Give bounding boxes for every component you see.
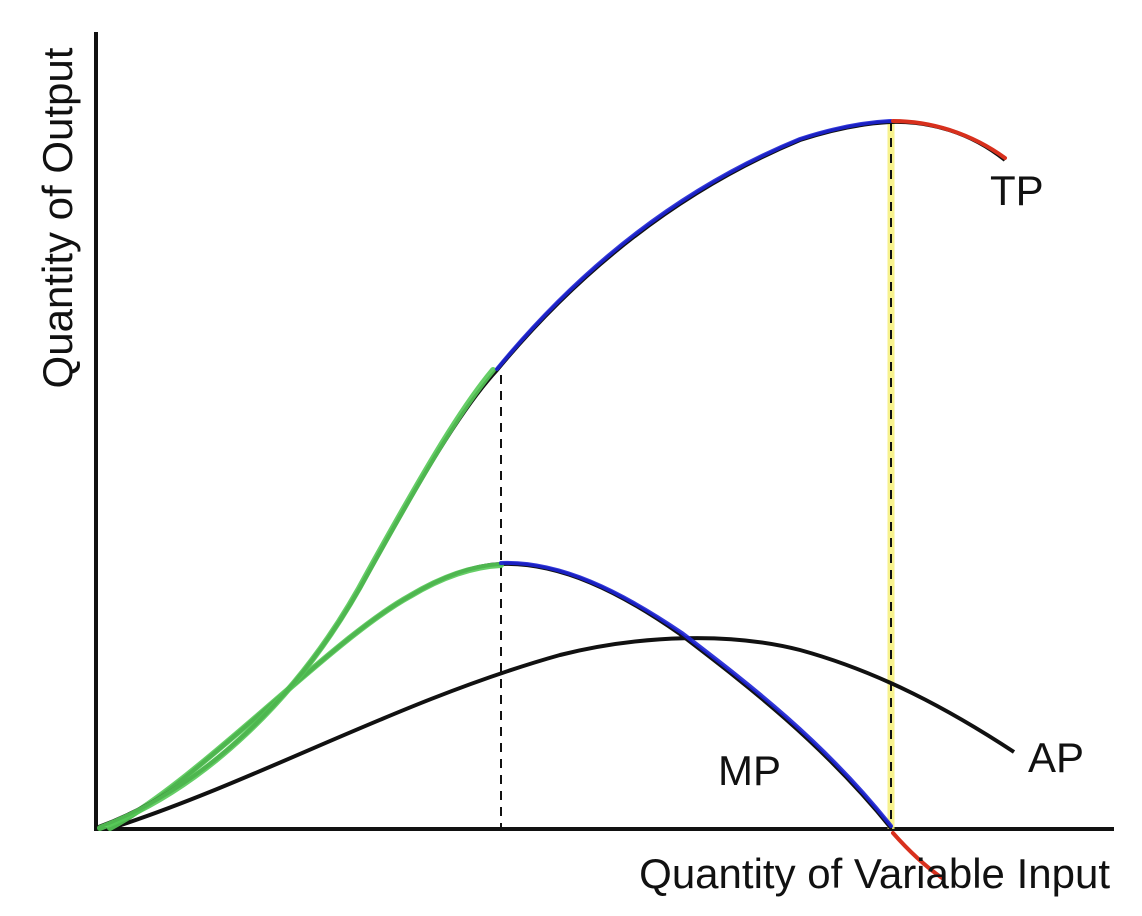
ap-label: AP bbox=[1028, 734, 1084, 781]
mp-rising-segment bbox=[107, 562, 504, 831]
mp-negative-segment bbox=[891, 831, 944, 880]
tp-increasing-segment bbox=[97, 367, 496, 831]
mp-falling-segment bbox=[499, 560, 893, 828]
y-axis-title: Quantity of Output bbox=[34, 47, 81, 388]
tp-negative-segment bbox=[891, 119, 1007, 160]
tp-curve bbox=[95, 119, 1007, 830]
ap-curve bbox=[111, 636, 1016, 830]
tp-label: TP bbox=[990, 167, 1044, 214]
tp-diminishing-segment bbox=[495, 119, 893, 371]
mp-label: MP bbox=[718, 747, 781, 794]
x-axis-title: Quantity of Variable Input bbox=[639, 850, 1110, 897]
